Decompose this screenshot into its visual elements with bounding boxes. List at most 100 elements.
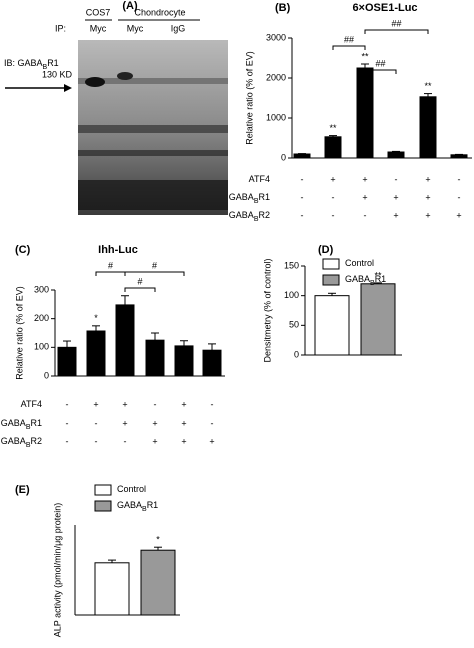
condition-sign: +	[93, 399, 98, 409]
y-axis-label: ALP activity (pmol/min/μg protein)	[52, 503, 62, 638]
panel-label: (C)	[15, 244, 31, 256]
condition-sign: +	[425, 174, 430, 184]
blot-image	[5, 19, 228, 215]
y-tick-label: 100	[34, 342, 49, 352]
y-tick-label: 200	[34, 313, 49, 323]
y-tick-label: 50	[289, 320, 299, 330]
legend-swatch	[94, 484, 112, 496]
y-axis-label: Relative ratio (% of EV)	[244, 51, 254, 145]
condition-sign: +	[425, 210, 430, 220]
label-part: ATF4	[249, 174, 270, 184]
condition-sign: -	[332, 192, 335, 202]
condition-sign: +	[122, 399, 127, 409]
condition-sign: -	[301, 210, 304, 220]
legend-swatch	[322, 258, 340, 270]
condition-sign: -	[66, 436, 69, 446]
condition-label: GABABR2	[1, 436, 42, 448]
condition-label: GABABR1	[229, 192, 270, 204]
bracket-label: #	[108, 260, 113, 270]
panel-label: (D)	[318, 244, 334, 256]
condition-sign: +	[181, 399, 186, 409]
panel-label: (B)	[275, 2, 291, 14]
label-part: B	[26, 442, 31, 449]
bracket-label: ##	[391, 18, 401, 28]
bar	[145, 339, 165, 377]
significance: **	[361, 51, 369, 61]
bar	[360, 283, 396, 356]
condition-sign: +	[393, 210, 398, 220]
condition-sign: -	[66, 399, 69, 409]
bar	[94, 562, 130, 616]
bracket	[364, 29, 429, 34]
condition-sign: -	[301, 192, 304, 202]
bracket-label: #	[137, 276, 142, 286]
legend-label: Control	[117, 484, 146, 494]
y-tick-label: 3000	[266, 32, 286, 42]
bar	[115, 304, 135, 377]
label-part: B	[142, 506, 147, 513]
bar	[57, 346, 77, 377]
ib-label: IB: GABABR1	[4, 58, 59, 70]
label-part: GABA	[345, 274, 370, 284]
condition-sign: -	[301, 174, 304, 184]
condition-sign: -	[95, 436, 98, 446]
lane-label: Myc	[127, 23, 144, 33]
label-part: B	[254, 216, 259, 223]
y-tick-label: 300	[34, 284, 49, 294]
label-part: B	[26, 424, 31, 431]
label-part: R1	[30, 418, 42, 428]
legend-swatch	[94, 500, 112, 512]
panel-label: (E)	[15, 484, 30, 496]
bar	[174, 345, 194, 377]
y-tick-label: 0	[44, 370, 49, 380]
label-part: IB: GABA	[4, 58, 43, 68]
condition-sign: +	[181, 418, 186, 428]
label-part: R2	[258, 210, 270, 220]
condition-label: GABABR2	[229, 210, 270, 222]
label-part: R1	[258, 192, 270, 202]
condition-label: GABABR1	[1, 418, 42, 430]
significance: *	[94, 313, 98, 323]
bracket	[124, 287, 156, 292]
bar	[202, 349, 222, 377]
y-axis-label: Relative ratio (% of EV)	[14, 286, 24, 380]
panel-label: (A)	[122, 0, 138, 12]
label-part: ATF4	[21, 399, 42, 409]
label-part: B	[254, 198, 259, 205]
ip-label: IP:	[55, 23, 66, 33]
y-tick-label: 1000	[266, 112, 286, 122]
label-part: GABA	[1, 436, 26, 446]
bar	[86, 330, 106, 377]
y-tick-label: 2000	[266, 72, 286, 82]
significance: *	[156, 535, 160, 545]
legend-label: GABABR1	[345, 274, 386, 286]
bracket	[95, 271, 126, 276]
label-part: Control	[117, 484, 146, 494]
y-axis-label: Densitmetry (% of control)	[262, 258, 272, 362]
label-part: Control	[345, 258, 374, 268]
bar	[140, 549, 176, 616]
legend-label: GABABR1	[117, 500, 158, 512]
bracket	[124, 271, 185, 276]
bar	[324, 136, 342, 159]
condition-label: ATF4	[21, 399, 42, 409]
label-part: R1	[375, 274, 387, 284]
label-part: B	[370, 280, 375, 287]
condition-sign: +	[362, 192, 367, 202]
condition-sign: +	[393, 192, 398, 202]
condition-sign: -	[124, 436, 127, 446]
condition-sign: -	[395, 174, 398, 184]
condition-sign: -	[95, 418, 98, 428]
legend-swatch	[322, 274, 340, 286]
chart-title: Ihh-Luc	[98, 244, 138, 256]
bar	[314, 295, 350, 356]
bar	[387, 151, 405, 159]
bar	[356, 67, 374, 159]
condition-sign: +	[152, 418, 157, 428]
y-tick-label: 150	[284, 260, 299, 270]
condition-sign: -	[364, 210, 367, 220]
condition-sign: -	[154, 399, 157, 409]
label-part: R2	[30, 436, 42, 446]
group-label: COS7	[86, 7, 111, 17]
